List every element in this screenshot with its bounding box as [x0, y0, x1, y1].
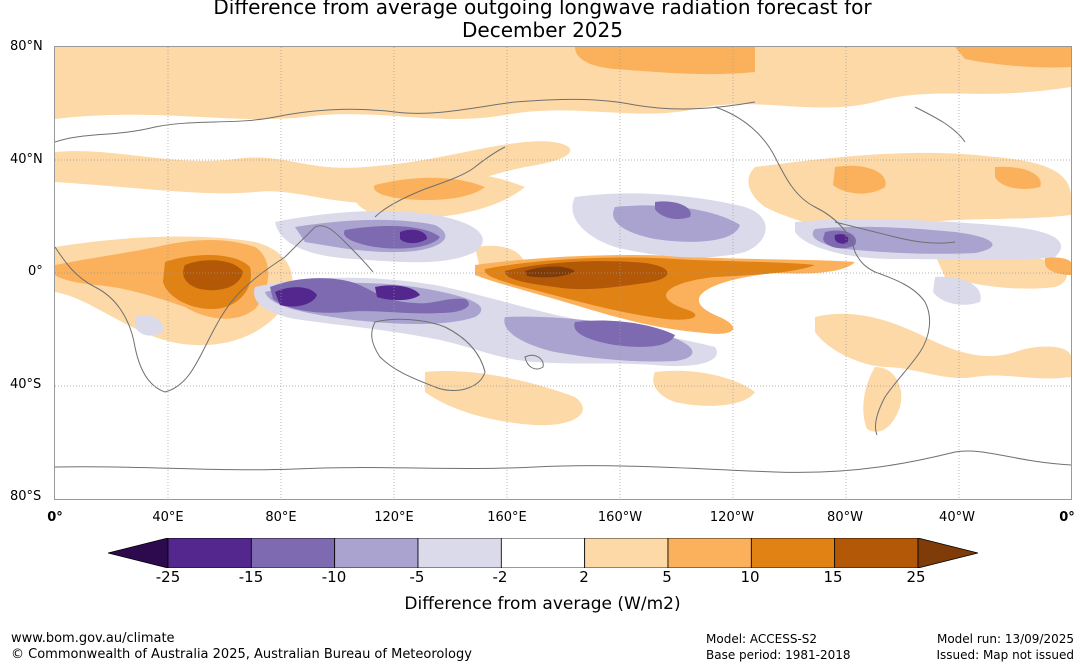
colorbar-segment: [167, 538, 252, 568]
colorbar-segment: [834, 538, 919, 568]
anomaly-over-25-regions: [525, 266, 575, 278]
lon-label-160e: 160°E: [487, 510, 527, 525]
lat-label-80s: 80°S: [10, 489, 42, 504]
colorbar-tick: -2: [492, 568, 508, 586]
lon-label-80e: 80°E: [265, 510, 297, 525]
chart-title: Difference from average outgoing longwav…: [0, 0, 1085, 42]
colorbar-tick: 10: [740, 568, 760, 586]
colorbar-tick: 25: [906, 568, 926, 586]
colorbar-segment: [250, 538, 336, 568]
colorbar-extend-low: [108, 538, 169, 568]
colorbar-label: Difference from average (W/m2): [404, 594, 681, 614]
footer-website[interactable]: www.bom.gov.au/climate: [11, 631, 175, 646]
colorbar-tick: 5: [662, 568, 672, 586]
title-line-1: Difference from average outgoing longwav…: [213, 0, 872, 19]
lon-label-120w: 120°W: [709, 510, 755, 525]
colorbar-tick: 2: [579, 568, 589, 586]
lat-label-80n: 80°N: [10, 39, 43, 54]
lon-label-160w: 160°W: [597, 510, 643, 525]
colorbar-segment: [500, 538, 586, 568]
colorbar-tick: 15: [823, 568, 843, 586]
footer-base-period: Base period: 1981-2018: [706, 648, 851, 662]
lon-label-120e: 120°E: [374, 510, 414, 525]
graticule: [55, 47, 1071, 499]
lon-label-40w: 40°W: [939, 510, 975, 525]
lat-label-40s: 40°S: [10, 377, 42, 392]
lon-label-0-right: 0°: [1059, 510, 1075, 525]
anomaly-neg15-neg25-regions: [275, 229, 849, 307]
anomaly-neg10-neg15-regions: [270, 201, 856, 347]
lat-label-40n: 40°N: [10, 152, 43, 167]
colorbar-segment: [750, 538, 836, 568]
colorbar-segment: [667, 538, 752, 568]
colorbar-segment: [417, 538, 502, 568]
colorbar-segment: [334, 538, 419, 568]
colorbar-tick: -25: [155, 568, 181, 586]
lon-label-80w: 80°W: [827, 510, 863, 525]
coastlines: [55, 98, 1071, 473]
colorbar-tick: -10: [321, 568, 347, 586]
colorbar-extend-high: [917, 538, 978, 568]
colorbar-tick: -5: [409, 568, 425, 586]
map-svg: [55, 47, 1071, 499]
colorbar: [108, 538, 978, 568]
anomaly-map: [54, 46, 1072, 500]
footer-model-run: Model run: 13/09/2025: [936, 632, 1074, 646]
lat-label-0: 0°: [28, 264, 43, 279]
colorbar-tick: -15: [238, 568, 264, 586]
colorbar-segment: [584, 538, 669, 568]
title-line-2: December 2025: [462, 18, 623, 42]
footer-issued: Issued: Map not issued: [936, 648, 1074, 662]
lon-label-0-left: 0°: [47, 510, 63, 525]
lon-label-40e: 40°E: [152, 510, 184, 525]
footer-model: Model: ACCESS-S2: [706, 632, 818, 646]
footer-copyright: © Commonwealth of Australia 2025, Austra…: [11, 647, 472, 662]
